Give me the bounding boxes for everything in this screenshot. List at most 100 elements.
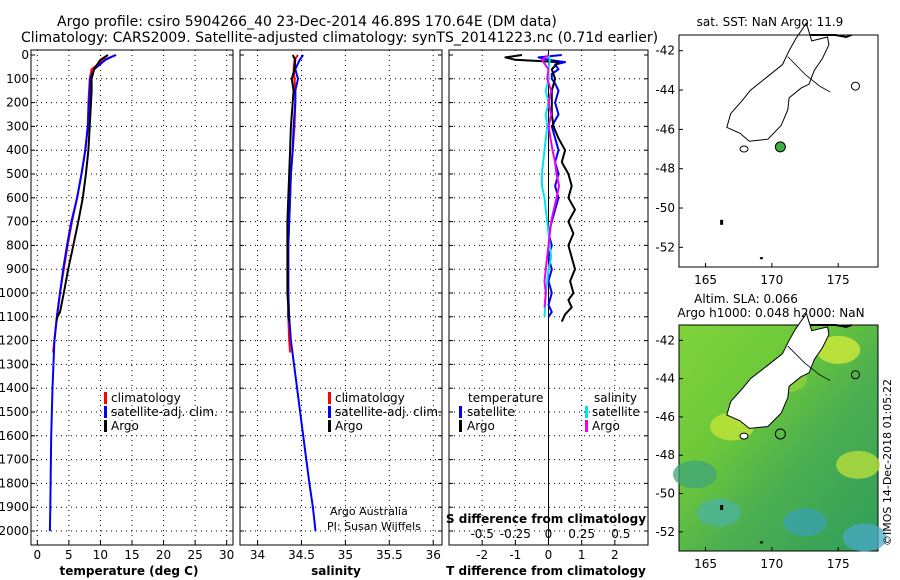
south-island-coastline: [726, 312, 830, 429]
series-line-argo: [286, 54, 297, 322]
depth-tick-label: 1500: [0, 405, 29, 419]
sst-map-title: sat. SST: NaN Argo: 11.9: [697, 15, 844, 29]
legend-header-salinity: salinity: [594, 391, 637, 405]
legend-label-s-satellite: satellite: [592, 405, 640, 419]
islet: [850, 81, 860, 91]
x-tick-label: 10: [93, 548, 108, 562]
depth-tick-label: 1000: [0, 286, 29, 300]
argo-float-marker: [774, 428, 786, 440]
auckland-islands: [720, 219, 724, 225]
legend-label-t-argo: Argo: [467, 419, 495, 433]
salinity-panel-frame: [239, 49, 443, 546]
depth-tick-label: 1900: [0, 500, 29, 514]
auckland-islands: [720, 505, 724, 511]
credit-line1: Argo Australia: [330, 505, 408, 518]
temperature-legend: climatology satellite-adj. clim. Argo: [104, 391, 218, 433]
depth-tick-label: 300: [6, 119, 29, 133]
legend-swatch-t-satellite: [459, 406, 462, 418]
map-y-tick-label: -42: [655, 333, 675, 347]
series-line-argo: [55, 54, 109, 322]
depth-tick-label: 700: [6, 215, 29, 229]
depth-tick-label: 400: [6, 143, 29, 157]
depth-tick-label: 1300: [0, 357, 29, 371]
depth-axis: 0 100 200 300 400 500 600 700 800 900 1000 1100 1200…: [0, 48, 29, 538]
s-diff-tick-label: -0.5: [470, 527, 493, 541]
figure-title-line1: Argo profile: csiro 5904266_40 23-Dec-20…: [57, 14, 557, 30]
figure-title-line2: Climatology: CARS2009. Satellite-adjuste…: [21, 30, 658, 46]
difference-legend: temperature salinity satellite Argo sate…: [459, 391, 640, 433]
legend-label-satellite: satellite-adj. clim.: [335, 405, 442, 419]
depth-tick-label: 0: [21, 48, 29, 62]
south-island-coastline: [726, 22, 830, 142]
map-x-tick-label: 170: [760, 557, 783, 571]
map-y-tick-label: -44: [655, 83, 675, 97]
sla-anomaly-patch: [696, 498, 741, 527]
map-y-tick-label: -50: [655, 201, 675, 215]
legend-swatch-satellite: [328, 406, 331, 418]
x-tick-label: 34: [250, 548, 265, 562]
map-y-tick-label: -52: [655, 525, 675, 539]
north-island-coastline: [810, 324, 852, 328]
legend-label-t-satellite: satellite: [467, 405, 515, 419]
sla-map-subtitle: Argo h1000: 0.048 h2000: NaN: [677, 306, 864, 320]
credit-line2: PI: Susan Wijffels: [327, 520, 421, 533]
imos-timestamp: ©IMOS 14-Dec-2018 01:05:22: [881, 379, 894, 546]
depth-tick-label: 2000: [0, 524, 29, 538]
bathymetry-contour: [787, 56, 831, 93]
sla-anomaly-patch: [816, 335, 861, 364]
map-x-tick-label: 175: [827, 557, 850, 571]
x-tick-label: 25: [187, 548, 202, 562]
legend-swatch-s-argo: [585, 420, 588, 432]
map-y-tick-label: -46: [655, 122, 675, 136]
legend-header-temperature: temperature: [468, 391, 543, 405]
map-x-tick-label: 170: [760, 273, 783, 287]
series-line-satellite-adj-clim-: [287, 54, 317, 532]
x-tick-label: 20: [156, 548, 171, 562]
x-tick-label: 30: [219, 548, 234, 562]
campbell-island: [759, 541, 763, 544]
depth-tick-label: 600: [6, 191, 29, 205]
legend-swatch-climatology: [328, 392, 331, 404]
stewart-island: [739, 145, 749, 153]
legend-swatch-climatology: [104, 392, 107, 404]
x-tick-label: 34.5: [288, 548, 315, 562]
legend-label-satellite: satellite-adj. clim.: [111, 405, 218, 419]
salinity-xlabel: salinity: [311, 564, 361, 578]
x-tick-label: 1: [578, 548, 586, 562]
series-line-satellite-adj-clim-: [48, 54, 117, 532]
x-tick-label: 35: [338, 548, 353, 562]
depth-tick-label: 800: [6, 238, 29, 252]
x-tick-label: -1: [509, 548, 521, 562]
sla-map: 165 170 175 -42 -44 -46 -48 -50 -52: [655, 312, 887, 571]
depth-tick-label: 1400: [0, 381, 29, 395]
salinity-legend: climatology satellite-adj. clim. Argo: [328, 391, 442, 433]
legend-swatch-t-argo: [459, 420, 462, 432]
depth-tick-label: 1700: [0, 453, 29, 467]
legend-label-climatology: climatology: [111, 391, 181, 405]
north-island-coastline: [810, 34, 852, 39]
map-y-tick-label: -44: [655, 372, 675, 386]
depth-tick-label: 100: [6, 72, 29, 86]
salinity-panel: 34 34.5 35 35.5 36: [240, 50, 442, 562]
stewart-island: [739, 432, 749, 440]
x-tick-label: 36: [426, 548, 441, 562]
campbell-island: [759, 257, 763, 260]
legend-swatch-s-satellite: [585, 406, 588, 418]
series-line-s-argo: [540, 54, 561, 308]
temperature-panel: 0 5 10 15 20 25 30: [31, 50, 234, 562]
s-difference-xlabel: S difference from climatology: [446, 512, 646, 526]
x-tick-label: 15: [124, 548, 139, 562]
map-y-tick-label: -48: [655, 448, 675, 462]
map-y-tick-label: -42: [655, 44, 675, 58]
s-diff-tick-label: -0.25: [500, 527, 531, 541]
s-diff-tick-label: 0.25: [568, 527, 595, 541]
depth-tick-label: 900: [6, 262, 29, 276]
legend-label-s-argo: Argo: [592, 419, 620, 433]
sla-anomaly-patch: [672, 460, 717, 489]
difference-xlabel: T difference from climatology: [446, 564, 646, 578]
sla-anomaly-patch: [836, 450, 881, 479]
legend-label-argo: Argo: [111, 419, 139, 433]
bathymetry-contour: [787, 345, 831, 381]
